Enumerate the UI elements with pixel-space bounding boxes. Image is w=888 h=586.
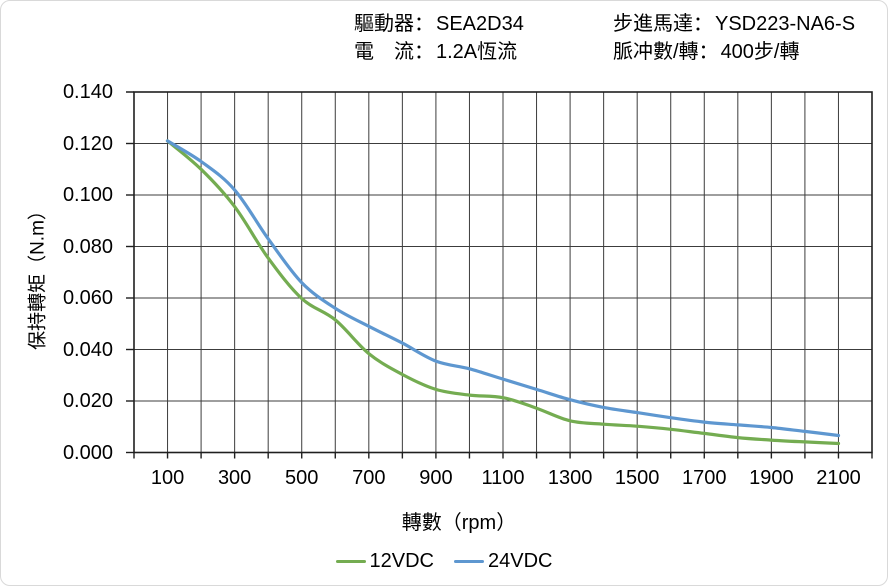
y-tick-label: 0.020 — [62, 390, 113, 412]
y-tick-label: 0.040 — [62, 338, 113, 361]
x-tick-label: 1900 — [749, 466, 794, 489]
motor-value: YSD223-NA6-S — [715, 13, 856, 35]
legend-item-24vdc: 24VDC — [454, 550, 552, 573]
series-12vdc-swatch — [335, 559, 366, 564]
current-label: 電 流： — [354, 41, 434, 63]
series-curve-12vdc — [165, 139, 841, 446]
header-column-right: 步進馬達： YSD223-NA6-S 脈冲數/轉： 400步/轉 — [613, 10, 855, 66]
y-tick-label: 0.120 — [62, 132, 113, 155]
driver-spec: 驅動器： SEA2D34 — [354, 10, 524, 38]
x-tick-label: 900 — [419, 466, 453, 489]
legend-item-12vdc: 12VDC — [335, 550, 434, 573]
header-column-left: 驅動器： SEA2D34 電 流： 1.2A恆流 — [354, 10, 524, 66]
y-tick-label: 0.100 — [62, 184, 113, 206]
pulses-label: 脈冲數/轉： — [613, 41, 719, 63]
x-tick-label: 700 — [352, 466, 386, 489]
pulses-spec: 脈冲數/轉： 400步/轉 — [613, 38, 855, 66]
x-tick-label: 300 — [217, 466, 252, 489]
legend: 12VDC 24VDC — [1, 550, 887, 573]
y-tick-label: 0.000 — [62, 441, 113, 464]
driver-label: 驅動器： — [354, 13, 434, 35]
x-tick-label: 1100 — [481, 466, 525, 489]
x-axis-title: 轉數（rpm） — [401, 512, 517, 534]
series-curve-24vdc — [165, 139, 841, 438]
x-tick-label: 100 — [150, 466, 185, 489]
current-value: 1.2A恆流 — [436, 41, 518, 63]
series-24vdc-swatch — [454, 559, 484, 564]
motor-label: 步進馬達： — [613, 13, 713, 35]
current-spec: 電 流： 1.2A恆流 — [354, 38, 524, 66]
x-tick-label: 2100 — [816, 466, 861, 489]
y-tick-label: 0.060 — [62, 287, 113, 309]
series-12vdc-label: 12VDC — [369, 550, 434, 572]
driver-value: SEA2D34 — [436, 13, 524, 35]
y-tick-label: 0.080 — [62, 235, 113, 258]
x-tick-label: 1300 — [547, 466, 593, 489]
x-tick-label: 500 — [285, 466, 319, 489]
y-tick-label: 0.140 — [62, 81, 113, 103]
x-tick-label: 1700 — [682, 466, 727, 489]
series-24vdc-label: 24VDC — [488, 550, 553, 572]
x-tick-label: 1500 — [614, 466, 660, 489]
motor-spec: 步進馬達： YSD223-NA6-S — [613, 10, 855, 38]
pulses-value: 400步/轉 — [720, 41, 800, 63]
